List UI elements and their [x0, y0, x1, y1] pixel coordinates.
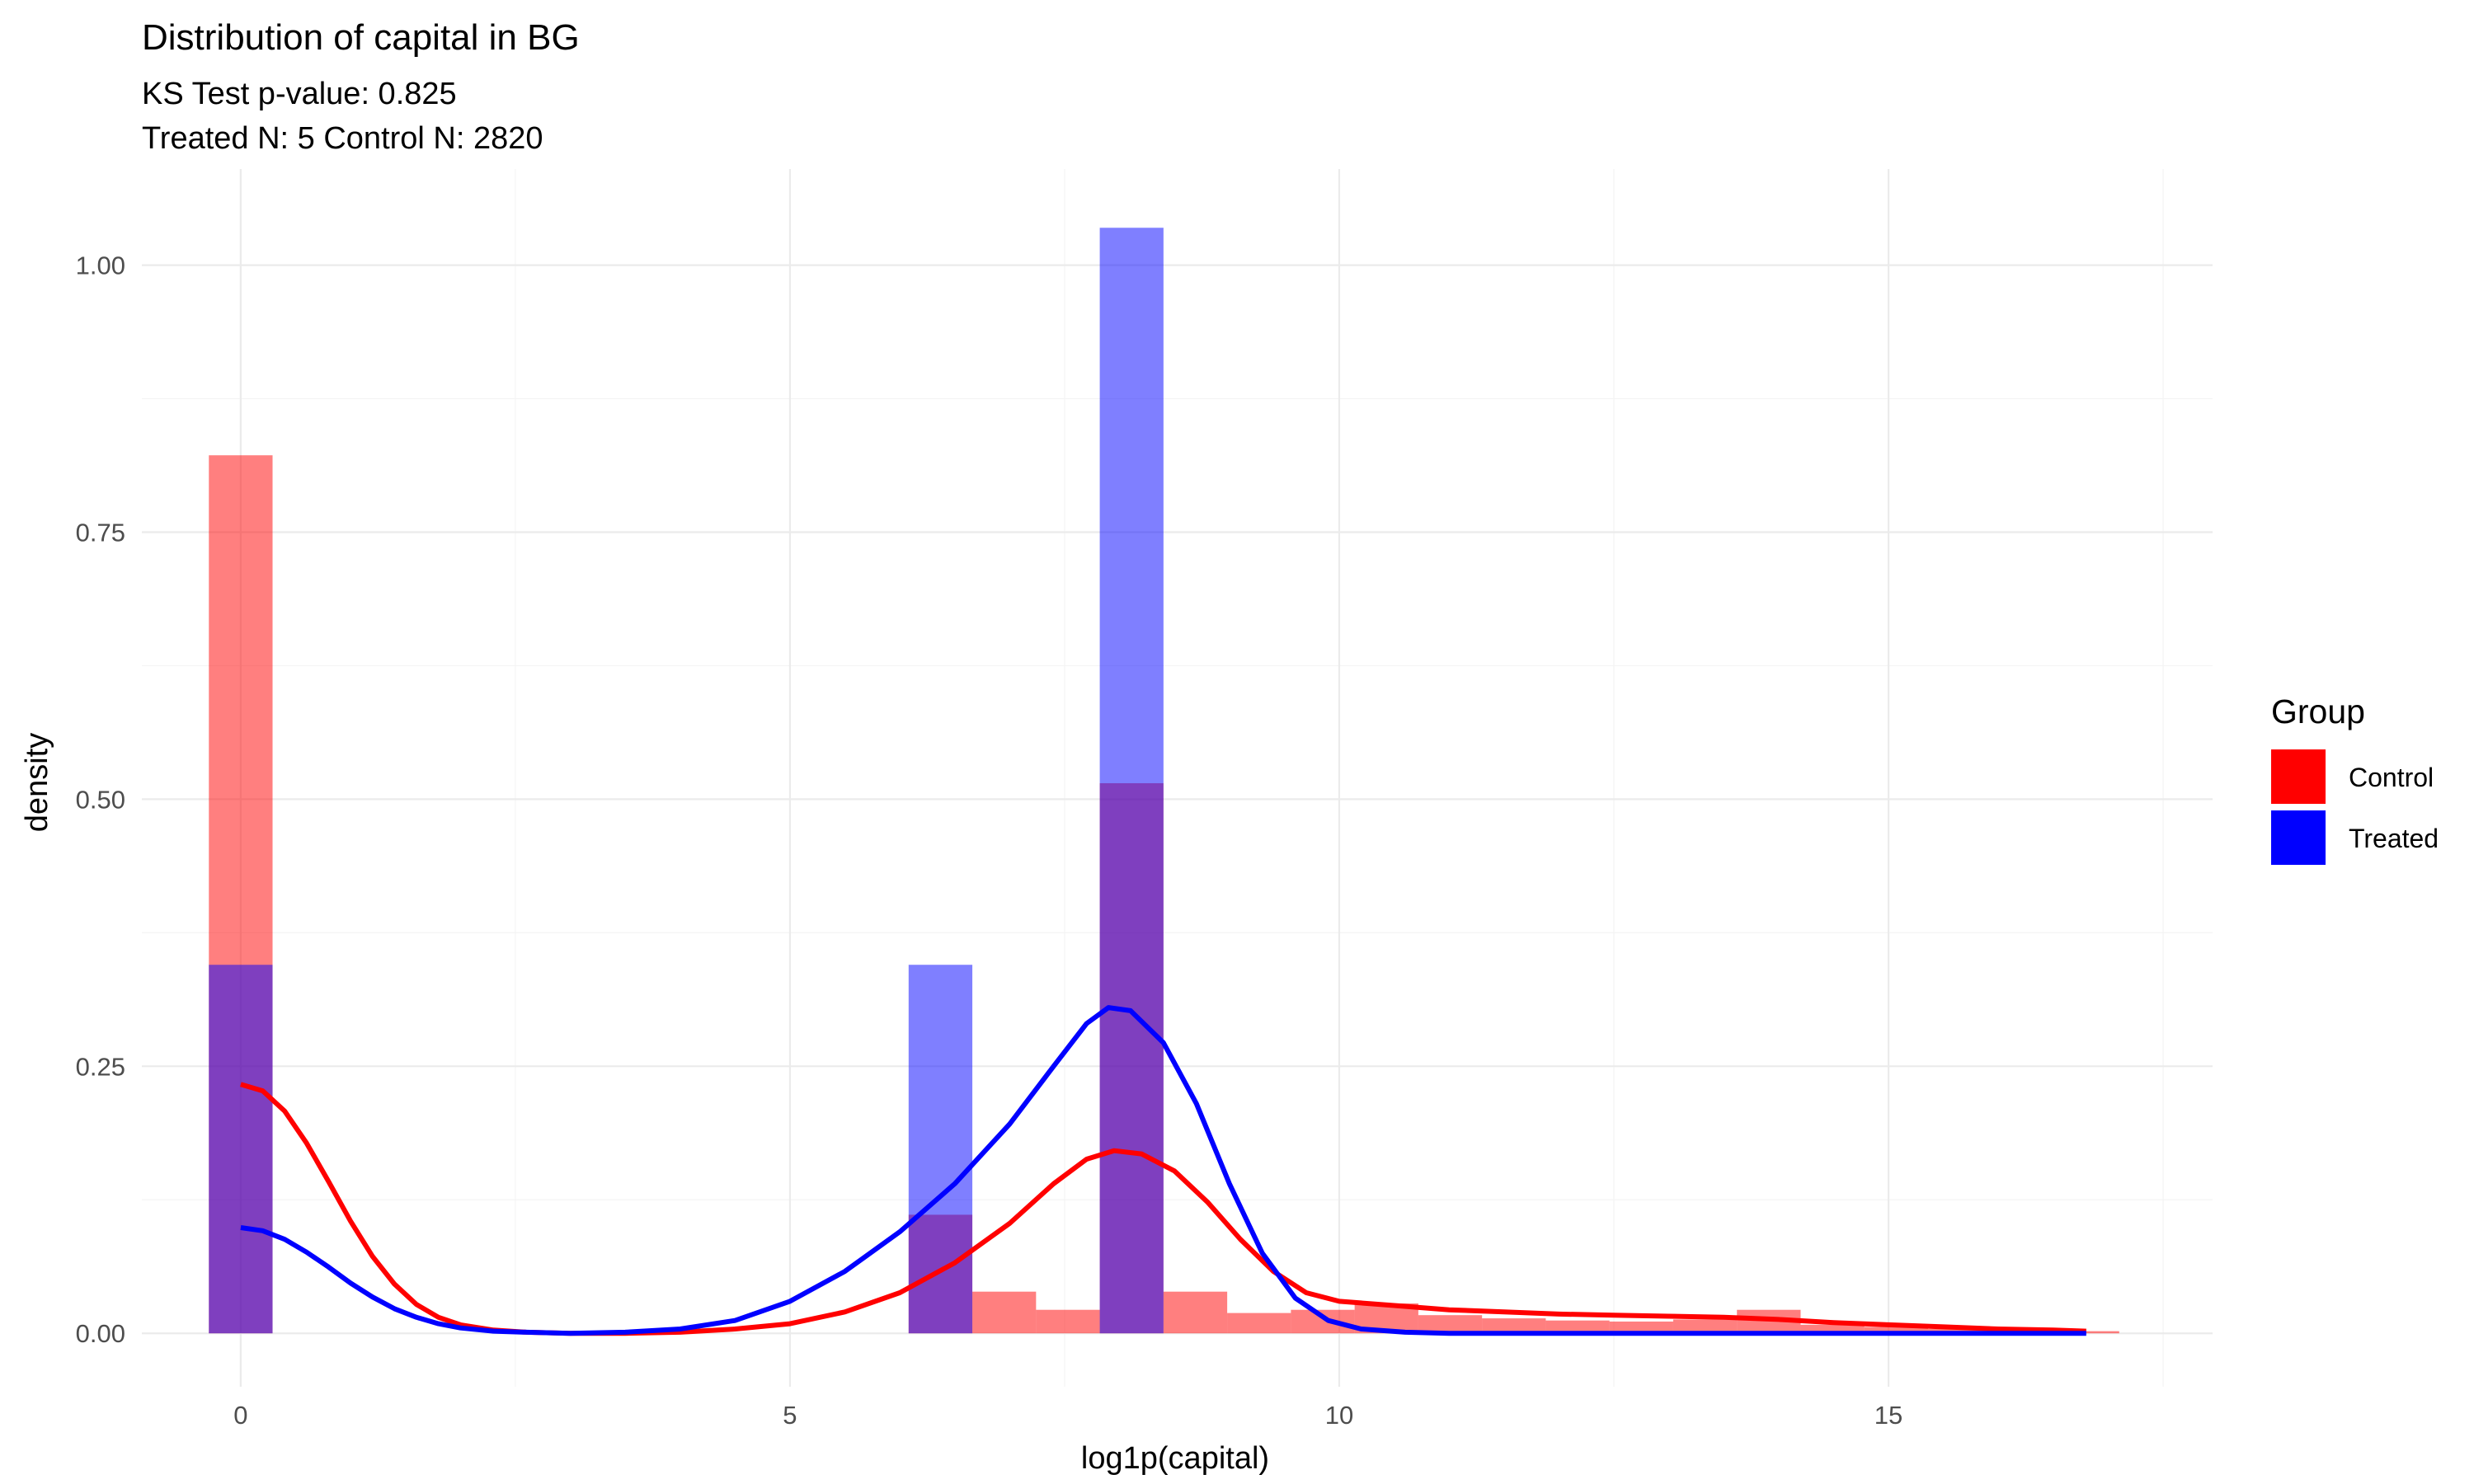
y-tick-label: 0.00: [76, 1319, 125, 1348]
y-tick-label: 0.25: [76, 1052, 125, 1081]
histogram-bar-control: [1800, 1324, 1865, 1334]
histogram-bar-control: [1418, 1315, 1483, 1334]
grid-minor: [142, 169, 2213, 1387]
histogram-bar-control: [1609, 1321, 1673, 1334]
x-tick-label: 15: [1874, 1401, 1903, 1430]
y-tick-label: 1.00: [76, 251, 125, 280]
grid-major: [142, 169, 2213, 1387]
legend-label-control: Control: [2349, 763, 2434, 792]
x-tick-label: 10: [1325, 1401, 1353, 1430]
plot-area: [142, 169, 2213, 1387]
y-axis-title: density: [20, 733, 54, 832]
x-axis-title: log1p(capital): [1081, 1441, 1269, 1476]
chart-subtitle-line-1: KS Test p-value: 0.825: [142, 77, 457, 111]
density-curves: [240, 1005, 2086, 1336]
x-tick-label: 5: [783, 1401, 797, 1430]
x-axis-ticks: 0 5 10 15: [233, 1401, 1903, 1430]
bars-treated: [209, 228, 1164, 1334]
x-tick-label: 0: [233, 1401, 247, 1430]
histogram-bar-control: [1036, 1309, 1100, 1334]
density-line-control: [240, 1082, 2086, 1336]
chart-subtitle-line-2: Treated N: 5 Control N: 2820: [142, 121, 543, 156]
chart-title: Distribution of capital in BG: [142, 17, 580, 58]
histogram-bar-control: [1291, 1309, 1355, 1334]
histogram-bar-control: [1545, 1320, 1610, 1334]
histogram-bar-control: [1864, 1327, 1928, 1334]
histogram-bar-treated: [908, 965, 973, 1334]
legend-label-treated: Treated: [2349, 824, 2439, 853]
histogram-bar-treated: [1099, 228, 1164, 1334]
legend-title: Group: [2271, 693, 2365, 730]
y-tick-label: 0.75: [76, 519, 125, 547]
bars-control: [209, 455, 2119, 1334]
histogram-bar-control: [1227, 1313, 1291, 1334]
y-tick-label: 0.50: [76, 785, 125, 814]
density-line-treated: [240, 1005, 2086, 1336]
legend-key-treated: [2271, 810, 2326, 865]
histogram-bar-control: [972, 1291, 1037, 1334]
histogram-bar-treated: [209, 965, 273, 1334]
histogram-bar-control: [1482, 1318, 1546, 1334]
legend: Group Control Treated: [2271, 693, 2439, 865]
histogram-bar-control: [1163, 1291, 1228, 1334]
histogram-bar-control: [1672, 1319, 1738, 1334]
y-axis-ticks: 0.00 0.25 0.50 0.75 1.00: [76, 251, 125, 1349]
histogram-bar-control: [2055, 1331, 2119, 1334]
legend-key-control: [2271, 749, 2326, 804]
